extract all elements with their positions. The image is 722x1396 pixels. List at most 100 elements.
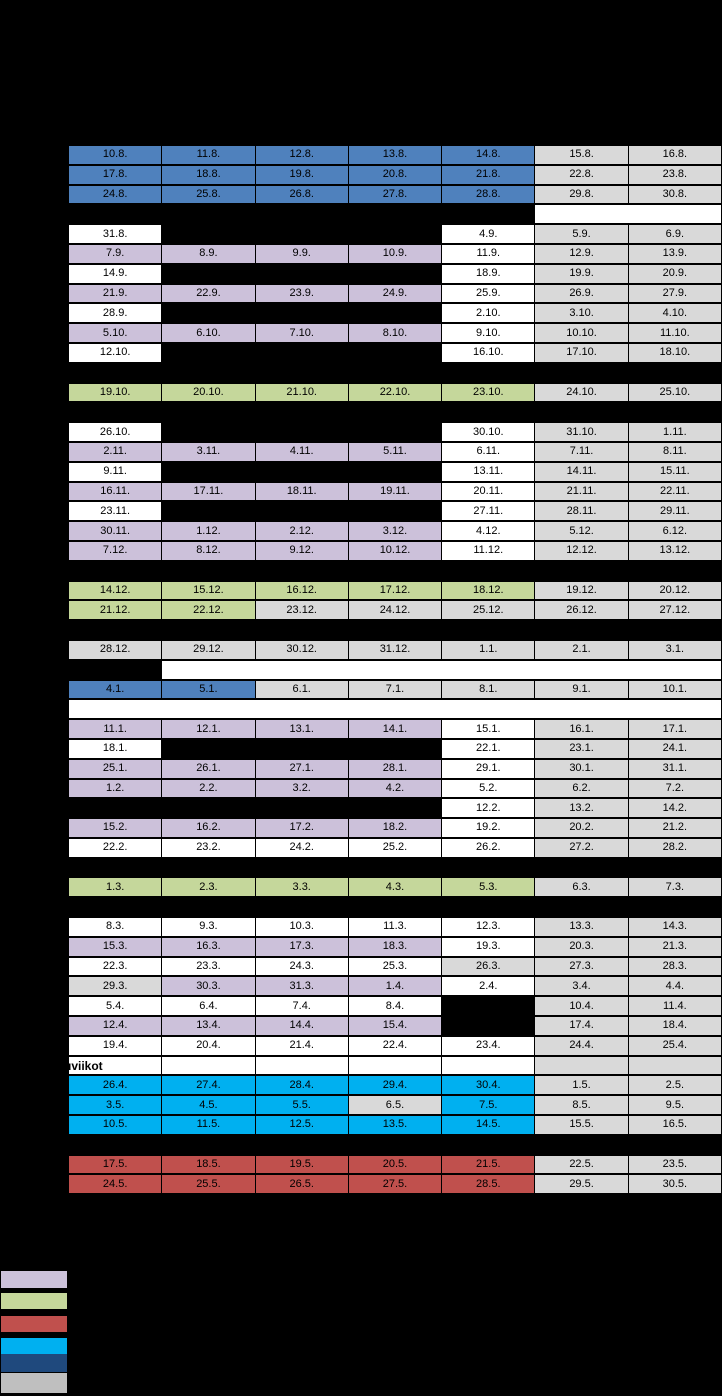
date-cell[interactable]: 23.3. (161, 955, 256, 978)
date-cell[interactable]: 20.3. (534, 935, 629, 958)
date-cell[interactable]: 1.5. (534, 1074, 629, 1097)
date-cell[interactable]: 28.2. (627, 836, 722, 859)
date-cell[interactable]: 14.8. (441, 144, 536, 166)
date-cell[interactable]: 13.5. (347, 1114, 443, 1136)
date-cell[interactable]: 23.10. (441, 381, 536, 404)
date-cell[interactable]: 10.10. (534, 322, 629, 344)
date-cell[interactable]: 22.12. (161, 599, 256, 622)
date-cell[interactable]: 26.9. (534, 282, 629, 305)
date-cell[interactable]: 14.3. (627, 916, 722, 938)
date-cell[interactable]: 22.3. (67, 955, 163, 978)
date-cell[interactable]: 27.4. (161, 1074, 256, 1097)
empty-cell[interactable] (161, 658, 722, 681)
week-label-cell[interactable]: uviikot (64, 1054, 163, 1077)
date-cell[interactable]: 2.10. (441, 302, 536, 325)
date-cell[interactable]: 7.10. (254, 322, 349, 344)
date-cell[interactable]: 29.11. (627, 500, 722, 523)
empty-cell[interactable] (68, 698, 722, 721)
date-cell[interactable]: 12.5. (254, 1114, 349, 1136)
date-cell[interactable]: 23.2. (161, 836, 256, 859)
date-cell[interactable]: 10.3. (254, 916, 349, 938)
date-cell[interactable]: 25.10. (627, 381, 722, 404)
date-cell[interactable]: 15.3. (67, 935, 163, 958)
date-cell[interactable]: 4.10. (627, 302, 722, 325)
date-cell[interactable]: 14.4. (254, 1015, 349, 1037)
date-cell[interactable]: 30.1. (534, 757, 629, 780)
date-cell[interactable]: 26.5. (254, 1173, 349, 1196)
date-cell[interactable]: 18.12. (441, 579, 536, 602)
date-cell[interactable]: 9.3. (161, 916, 256, 938)
date-cell[interactable]: 5.11. (347, 440, 443, 463)
date-cell[interactable]: 20.11. (441, 480, 536, 503)
date-cell[interactable]: 22.10. (347, 381, 443, 404)
date-cell[interactable]: 16.8. (627, 144, 722, 166)
date-cell[interactable]: 21.12. (67, 599, 163, 622)
date-cell[interactable]: 12.1. (161, 718, 256, 740)
date-cell[interactable]: 4.9. (441, 223, 536, 245)
date-cell[interactable]: 18.4. (627, 1015, 722, 1037)
date-cell[interactable]: 18.8. (161, 163, 256, 186)
date-cell[interactable]: 15.4. (347, 1015, 443, 1037)
date-cell[interactable]: 13.8. (347, 144, 443, 166)
date-cell[interactable]: 17.4. (534, 1015, 629, 1037)
date-cell[interactable]: 29.5. (534, 1173, 629, 1196)
date-cell[interactable]: 11.9. (441, 242, 536, 265)
date-cell[interactable]: 25.3. (347, 955, 443, 978)
date-cell[interactable]: 15.1. (441, 718, 536, 740)
date-cell[interactable]: 3.1. (627, 638, 722, 661)
date-cell[interactable]: 19.12. (534, 579, 629, 602)
date-cell[interactable]: 14.1. (347, 718, 443, 740)
date-cell[interactable]: 17.8. (67, 163, 163, 186)
date-cell[interactable]: 30.8. (627, 183, 722, 206)
date-cell[interactable]: 22.9. (161, 282, 256, 305)
date-cell[interactable]: 17.2. (254, 817, 349, 839)
date-cell[interactable]: 10.5. (67, 1114, 163, 1136)
date-cell[interactable]: 2.3. (161, 876, 256, 899)
date-cell[interactable]: 29.8. (534, 183, 629, 206)
date-cell[interactable]: 17.11. (161, 480, 256, 503)
date-cell[interactable]: 2.11. (67, 440, 163, 463)
date-cell[interactable]: 13.12. (627, 539, 722, 562)
date-cell[interactable]: 12.12. (534, 539, 629, 562)
date-cell[interactable]: 19.3. (441, 935, 536, 958)
date-cell[interactable]: 12.8. (254, 144, 349, 166)
date-cell[interactable]: 23.5. (627, 1153, 722, 1176)
date-cell[interactable]: 7.2. (627, 777, 722, 800)
date-cell[interactable]: 17.3. (254, 935, 349, 958)
date-cell[interactable]: 20.4. (161, 1034, 256, 1057)
date-cell[interactable]: 9.5. (627, 1094, 722, 1117)
date-cell[interactable]: 26.2. (441, 836, 536, 859)
date-cell[interactable]: 17.10. (534, 341, 629, 364)
date-cell[interactable]: 13.3. (534, 916, 629, 938)
date-cell[interactable]: 14.2. (627, 797, 722, 820)
date-cell[interactable]: 30.5. (627, 1173, 722, 1196)
date-cell[interactable]: 28.11. (534, 500, 629, 523)
date-cell[interactable]: 28.5. (441, 1173, 536, 1196)
date-cell[interactable]: 2.5. (627, 1074, 722, 1097)
date-cell[interactable]: 8.3. (67, 916, 163, 938)
date-cell[interactable]: 12.3. (441, 916, 536, 938)
date-cell[interactable]: 12.2. (441, 797, 536, 820)
date-cell[interactable]: 31.10. (534, 421, 629, 443)
date-cell[interactable]: 4.1. (67, 678, 163, 701)
date-cell[interactable]: 2.1. (534, 638, 629, 661)
date-cell[interactable]: 9.11. (67, 460, 163, 483)
date-cell[interactable]: 14.9. (67, 262, 163, 285)
date-cell[interactable]: 11.10. (627, 322, 722, 344)
date-cell[interactable]: 20.10. (161, 381, 256, 404)
date-cell[interactable]: 22.4. (347, 1034, 443, 1057)
date-cell[interactable]: 14.11. (534, 460, 629, 483)
date-cell[interactable]: 21.11. (534, 480, 629, 503)
date-cell[interactable]: 11.4. (627, 995, 722, 1018)
date-cell[interactable]: 16.11. (67, 480, 163, 503)
date-cell[interactable]: 29.4. (347, 1074, 443, 1097)
date-cell[interactable]: 18.5. (161, 1153, 256, 1176)
date-cell[interactable]: 21.9. (67, 282, 163, 305)
date-cell[interactable]: 22.5. (534, 1153, 629, 1176)
date-cell[interactable]: 4.3. (347, 876, 443, 899)
date-cell[interactable]: 1.11. (627, 421, 722, 443)
date-cell[interactable]: 11.3. (347, 916, 443, 938)
date-cell[interactable]: 19.5. (254, 1153, 349, 1176)
date-cell[interactable]: 27.12. (627, 599, 722, 622)
date-cell[interactable]: 31.3. (254, 975, 349, 998)
